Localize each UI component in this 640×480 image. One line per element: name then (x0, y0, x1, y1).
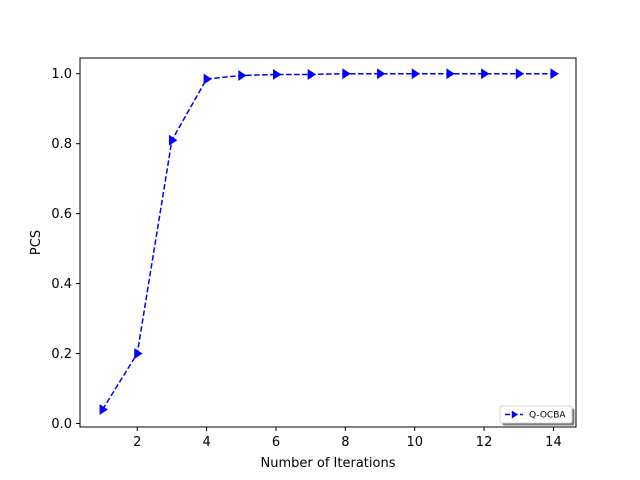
y-tick-label: 0.4 (51, 277, 72, 292)
legend-box (499, 405, 573, 424)
series-line-q-ocba (101, 72, 554, 410)
axes-frame (79, 57, 577, 428)
data-point-marker (411, 68, 421, 80)
data-point-marker (168, 134, 178, 146)
x-tick-label: 14 (545, 435, 562, 450)
y-axis: 0.0 0.2 0.4 0.6 0.8 1.0 (51, 67, 80, 432)
data-point-marker (481, 68, 490, 80)
y-tick-label: 1.0 (51, 67, 72, 82)
y-tick-label: 0.2 (51, 347, 72, 362)
data-point-marker (307, 69, 317, 80)
legend-marker-sample (511, 410, 518, 419)
data-point-marker (342, 68, 351, 80)
x-tick-label: 6 (272, 435, 280, 450)
x-axis: 2 4 6 8 10 12 14 (133, 427, 562, 450)
y-tick-label: 0.6 (51, 207, 72, 222)
x-tick-label: 12 (476, 435, 493, 450)
y-tick-label: 0.8 (51, 137, 72, 152)
data-point-marker (446, 68, 455, 80)
data-point-marker (515, 68, 525, 80)
x-tick-label: 4 (202, 435, 210, 450)
legend: Q-OCBA (499, 405, 575, 426)
legend-label: Q-OCBA (529, 411, 566, 421)
series-layer (99, 68, 559, 415)
x-tick-label: 2 (133, 435, 141, 450)
y-tick-label: 0.0 (51, 417, 72, 432)
x-tick-label: 8 (341, 435, 349, 450)
data-point-marker (550, 68, 559, 80)
data-point-marker (99, 404, 108, 415)
data-point-marker (377, 68, 386, 80)
data-point-marker (272, 69, 282, 80)
data-point-marker (203, 73, 213, 85)
y-axis-label: PCS (29, 230, 44, 255)
x-axis-label: Number of Iterations (261, 456, 396, 471)
data-point-marker (238, 70, 247, 81)
data-point-marker (134, 348, 143, 359)
x-tick-label: 10 (406, 435, 423, 450)
